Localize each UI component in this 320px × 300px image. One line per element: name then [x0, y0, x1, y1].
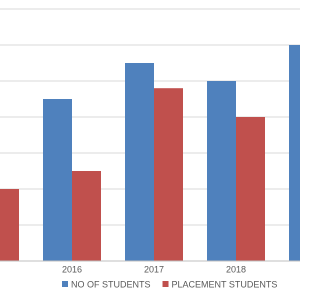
x-tick-label: 2017 — [144, 264, 164, 274]
bar — [0, 189, 19, 261]
bar — [154, 88, 183, 261]
bar — [72, 171, 101, 261]
legend-label: PLACEMENT STUDENTS — [172, 279, 278, 289]
x-tick-label: 2018 — [226, 264, 246, 274]
bar — [289, 45, 300, 261]
bar — [207, 81, 236, 261]
bar — [125, 63, 154, 261]
legend-label: NO OF STUDENTS — [71, 279, 151, 289]
x-tick-label: 2016 — [62, 264, 82, 274]
chart: 2016 2017 2018 NO OF STUDENTS PLACEMENT STUD… — [0, 8, 300, 289]
legend-swatch — [162, 281, 169, 287]
bar — [43, 99, 72, 261]
bar — [236, 117, 265, 261]
legend-swatch — [62, 281, 68, 287]
